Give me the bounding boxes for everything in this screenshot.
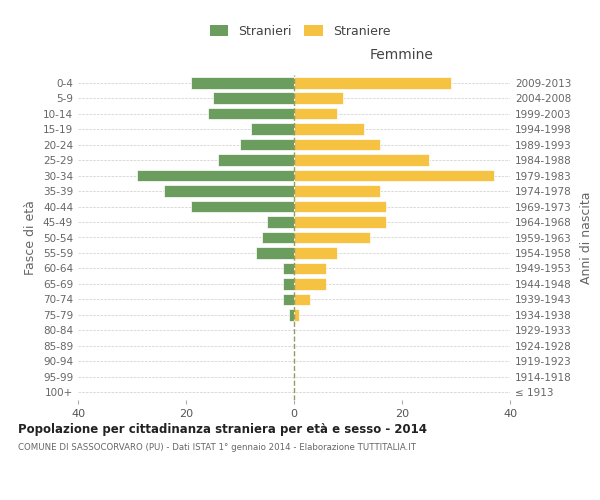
Bar xyxy=(294,309,299,320)
Text: Popolazione per cittadinanza straniera per età e sesso - 2014: Popolazione per cittadinanza straniera p… xyxy=(18,422,427,436)
Bar xyxy=(294,154,429,166)
Bar xyxy=(294,170,494,181)
Bar xyxy=(283,294,294,305)
Legend: Stranieri, Straniere: Stranieri, Straniere xyxy=(206,21,394,42)
Bar xyxy=(267,216,294,228)
Bar xyxy=(208,108,294,120)
Text: COMUNE DI SASSOCORVARO (PU) - Dati ISTAT 1° gennaio 2014 - Elaborazione TUTTITAL: COMUNE DI SASSOCORVARO (PU) - Dati ISTAT… xyxy=(18,442,416,452)
Bar xyxy=(294,278,326,289)
Bar xyxy=(294,262,326,274)
Bar xyxy=(240,139,294,150)
Bar xyxy=(262,232,294,243)
Bar xyxy=(251,124,294,135)
Bar xyxy=(294,77,451,88)
Text: Femmine: Femmine xyxy=(370,48,434,62)
Bar xyxy=(256,247,294,259)
Bar xyxy=(191,200,294,212)
Bar xyxy=(191,77,294,88)
Bar xyxy=(294,294,310,305)
Bar xyxy=(294,108,337,120)
Bar xyxy=(289,309,294,320)
Bar xyxy=(137,170,294,181)
Bar xyxy=(294,124,364,135)
Bar xyxy=(294,200,386,212)
Bar xyxy=(294,92,343,104)
Bar xyxy=(213,92,294,104)
Bar xyxy=(164,186,294,197)
Bar xyxy=(294,139,380,150)
Y-axis label: Fasce di età: Fasce di età xyxy=(25,200,37,275)
Bar xyxy=(294,216,386,228)
Bar xyxy=(218,154,294,166)
Y-axis label: Anni di nascita: Anni di nascita xyxy=(580,191,593,284)
Bar xyxy=(294,186,380,197)
Bar xyxy=(283,278,294,289)
Bar xyxy=(294,232,370,243)
Bar xyxy=(283,262,294,274)
Bar xyxy=(294,247,337,259)
